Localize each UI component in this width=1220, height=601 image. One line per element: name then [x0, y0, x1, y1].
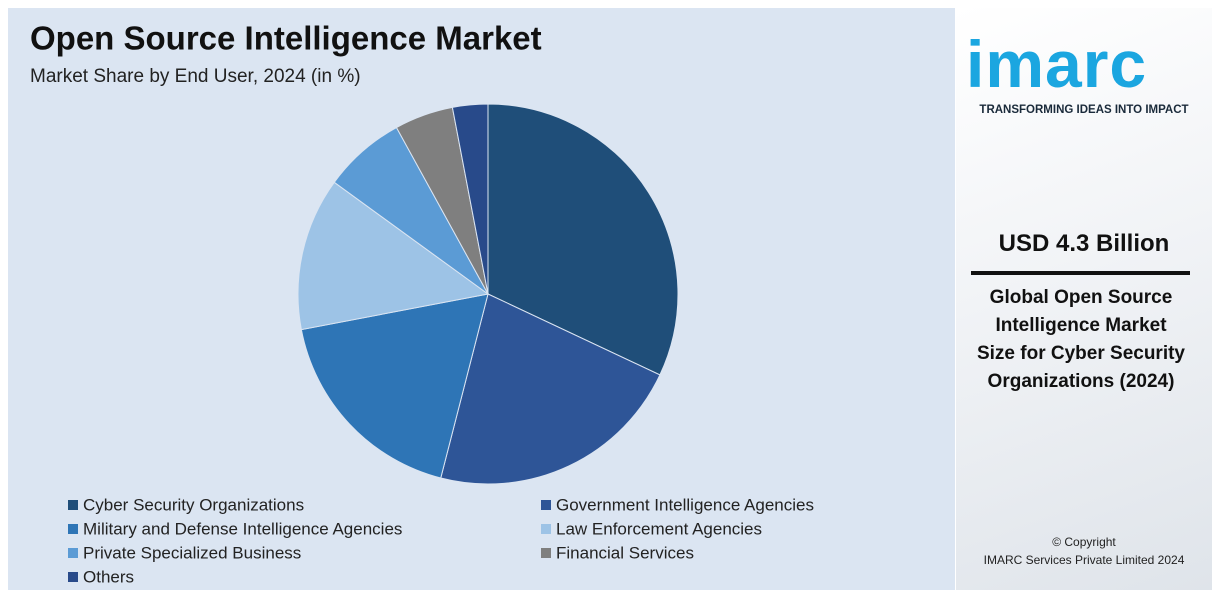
legend-label: Others — [83, 567, 134, 586]
chart: Open Source Intelligence Market Market S… — [30, 20, 814, 587]
chart-title: Open Source Intelligence Market — [30, 20, 542, 57]
divider — [971, 271, 1190, 275]
description: Global Open Source Intelligence Market S… — [976, 287, 1186, 392]
legend-swatch — [541, 548, 551, 558]
headline: USD 4.3 Billion — [998, 230, 1170, 257]
tagline: TRANSFORMING IDEAS INTO IMPACT — [979, 104, 1189, 116]
company: IMARC Services Private Limited 2024 — [983, 553, 1185, 567]
copyright: © Copyright — [1052, 535, 1116, 549]
legend-label: Law Enforcement Agencies — [556, 519, 762, 538]
legend-label: Private Specialized Business — [83, 543, 301, 562]
pie-slice — [297, 181, 490, 331]
legend-swatch — [541, 500, 551, 510]
legend-swatch — [68, 548, 78, 558]
legend-label: Government Intelligence Agencies — [556, 495, 814, 514]
legend-swatch — [68, 572, 78, 582]
chart-subtitle: Market Share by End User, 2024 (in %) — [30, 66, 361, 87]
pie-slice — [487, 103, 679, 376]
legend-swatch — [68, 500, 78, 510]
chart-panel: Open Source Intelligence Market Market S… — [8, 8, 955, 590]
pie-slice — [440, 293, 661, 485]
logo: imarc — [966, 27, 1148, 101]
pie-slice — [451, 103, 489, 295]
legend-label: Financial Services — [556, 543, 694, 562]
pie-slice — [300, 293, 489, 479]
legend-label: Cyber Security Organizations — [83, 495, 304, 514]
legend-swatch — [68, 524, 78, 534]
legend-swatch — [541, 524, 551, 534]
sidebar: imarc TRANSFORMING IDEAS INTO IMPACT USD… — [956, 8, 1212, 590]
legend-label: Military and Defense Intelligence Agenci… — [83, 519, 402, 538]
